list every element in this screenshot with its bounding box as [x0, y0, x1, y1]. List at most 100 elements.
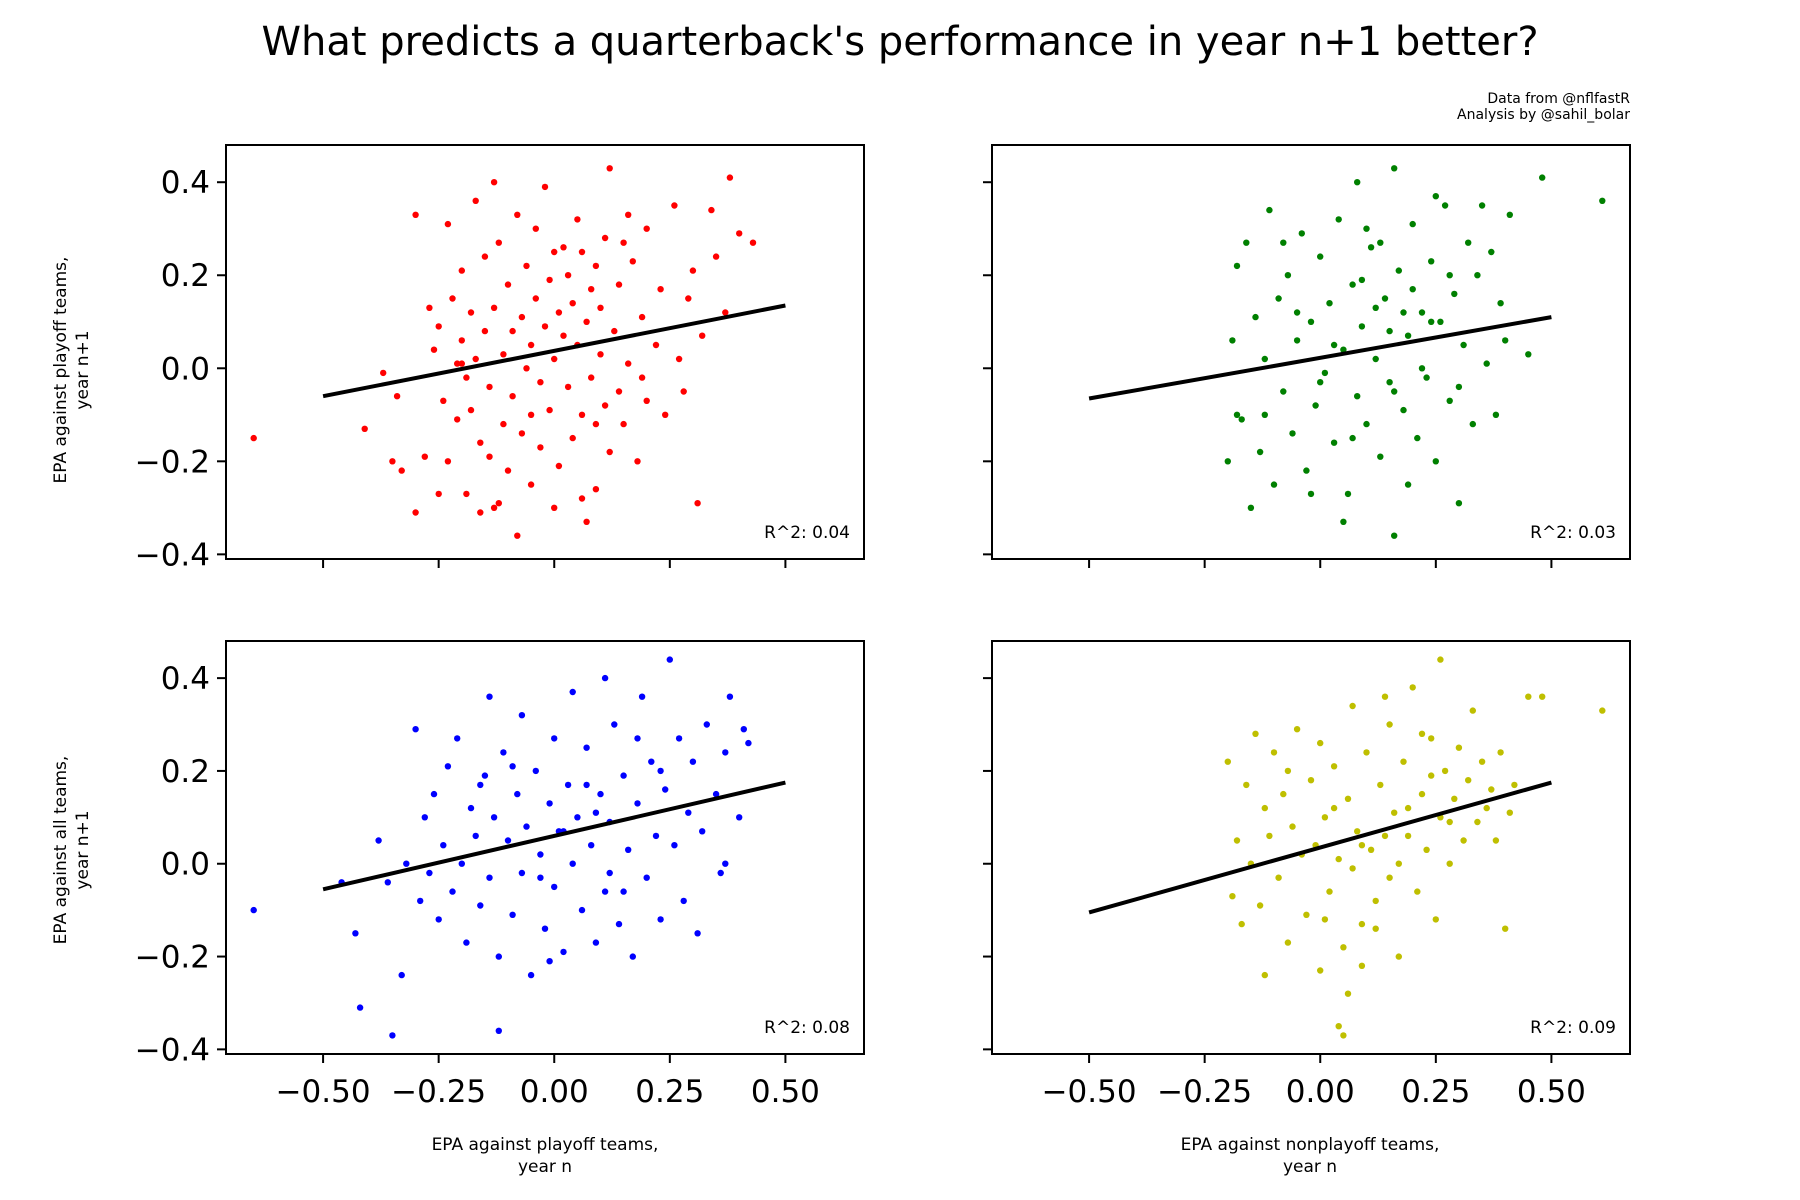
- scatter-point: [467, 309, 475, 316]
- x-tick-label: 0.50: [751, 1074, 820, 1110]
- scatter-point: [509, 911, 516, 918]
- scatter-point: [1367, 244, 1375, 251]
- scatter-point: [1293, 726, 1301, 733]
- scatter-point: [444, 458, 452, 465]
- scatter-point: [384, 879, 391, 886]
- scatter-point: [1502, 925, 1509, 932]
- scatter-point: [1372, 897, 1379, 905]
- scatter-point: [1349, 865, 1356, 872]
- scatter-point: [726, 693, 734, 700]
- scatter-point: [454, 416, 461, 423]
- scatter-point: [518, 712, 526, 719]
- scatter-point: [1372, 304, 1379, 311]
- scatter-point: [703, 721, 710, 728]
- scatter-point: [250, 906, 257, 914]
- scatter-point: [1321, 369, 1329, 377]
- scatter-point: [1261, 355, 1269, 363]
- scatter-point: [1381, 832, 1389, 840]
- scatter-point: [500, 749, 507, 756]
- scatter-point: [1326, 300, 1333, 307]
- scatter-point: [412, 211, 419, 218]
- scatter-point: [1428, 318, 1435, 325]
- scatter-point: [722, 749, 729, 756]
- scatter-point: [671, 842, 678, 849]
- plot-frame: [225, 144, 865, 560]
- scatter-point: [1409, 286, 1416, 293]
- x-tick-label: 0.00: [1286, 1074, 1355, 1110]
- scatter-point: [1599, 707, 1606, 714]
- scatter-point: [722, 860, 729, 867]
- scatter-point: [578, 495, 586, 502]
- scatter-point: [1321, 814, 1329, 821]
- x-axis-label-left-line1: EPA against playoff teams,: [432, 1135, 659, 1155]
- scatter-point: [1312, 402, 1319, 409]
- scatter-point: [472, 197, 479, 204]
- scatter-point: [1238, 920, 1245, 928]
- scatter-point: [1386, 327, 1393, 335]
- scatter-point: [1307, 777, 1315, 784]
- scatter-point: [1275, 874, 1282, 881]
- scatter-point: [398, 467, 405, 474]
- scatter-point: [1455, 500, 1463, 507]
- scatter-point: [454, 735, 461, 742]
- scatter-point: [564, 383, 572, 391]
- y-tick-label: 0.0: [161, 847, 210, 883]
- scatter-point: [749, 239, 757, 246]
- scatter-point: [435, 916, 442, 923]
- scatter-point: [1525, 351, 1532, 358]
- scatter-point: [352, 930, 359, 937]
- scatter-point: [588, 286, 595, 293]
- scatter-point: [583, 518, 590, 525]
- y-axis-label-top-line2: year n+1: [73, 330, 93, 409]
- scatter-point: [1400, 758, 1407, 765]
- scatter-point: [393, 393, 401, 400]
- scatter-point: [1386, 379, 1393, 386]
- scatter-point: [657, 767, 664, 775]
- scatter-point: [740, 726, 747, 733]
- scatter-point: [625, 211, 632, 218]
- scatter-point: [389, 1032, 396, 1039]
- scatter-point: [1354, 179, 1361, 186]
- scatter-point: [1247, 504, 1255, 511]
- scatter-point: [652, 832, 660, 840]
- scatter-point: [712, 253, 720, 260]
- scatter-point: [546, 276, 553, 284]
- scatter-point: [625, 846, 632, 853]
- scatter-point: [1284, 939, 1292, 946]
- figure-title: What predicts a quarterback's performanc…: [261, 19, 1538, 65]
- scatter-point: [712, 790, 720, 798]
- scatter-point: [1243, 781, 1250, 789]
- scatter-point: [574, 814, 581, 821]
- scatter-point: [1395, 860, 1403, 867]
- x-tick-label: −0.50: [1042, 1074, 1137, 1110]
- scatter-point: [1349, 434, 1356, 442]
- scatter-point: [1506, 809, 1514, 816]
- scatter-point: [1437, 656, 1444, 663]
- scatter-point: [1280, 388, 1287, 395]
- scatter-point: [1432, 458, 1440, 465]
- scatter-point: [1280, 239, 1287, 246]
- scatter-point: [1317, 739, 1324, 747]
- scatter-point: [463, 490, 470, 498]
- y-axis-label-top-line1: EPA against playoff teams,: [51, 257, 71, 484]
- scatter-point: [1317, 379, 1324, 386]
- scatter-point: [546, 406, 553, 414]
- scatter-point: [1418, 790, 1426, 798]
- scatter-point: [435, 490, 442, 498]
- scatter-point: [597, 304, 604, 311]
- scatter-point: [1233, 411, 1241, 418]
- scatter-point: [1395, 953, 1403, 960]
- scatter-point: [532, 225, 539, 232]
- y-tick-label: 0.4: [161, 165, 210, 201]
- scatter-point: [1428, 258, 1435, 265]
- scatter-point: [523, 262, 530, 270]
- scatter-point: [662, 411, 669, 418]
- scatter-point: [1340, 346, 1347, 353]
- scatter-point: [527, 411, 535, 418]
- scatter-point: [1377, 781, 1384, 789]
- scatter-point: [1474, 272, 1481, 279]
- scatter-point: [1483, 360, 1490, 367]
- scatter-point: [648, 758, 655, 765]
- panels: −0.4−0.20.00.20.4R^2: 0.04 R^2: 0.03−0.4−…: [135, 144, 1631, 1110]
- scatter-point: [449, 888, 456, 895]
